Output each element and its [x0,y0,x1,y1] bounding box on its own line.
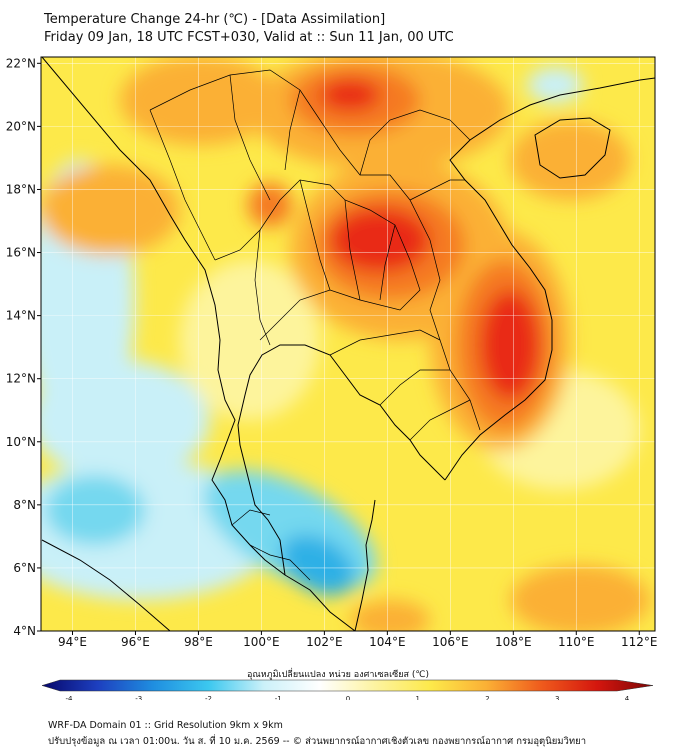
lat-tick-label: 14°N [6,309,36,323]
lat-tick-label: 18°N [6,182,36,196]
temperature-field [41,57,655,631]
border-line [379,224,396,301]
lat-tick-label: 22°N [6,56,36,70]
map-figure: 94°E 96°E 98°E 100°E 102°E 104°E 106°E 108°E 110… [6,56,658,700]
mainland-coastline [41,57,356,631]
longitude-axis: 94°E 96°E 98°E 100°E 102°E 104°E 106°E 108°E 110… [58,631,658,649]
colorbar: -4 -3 -2 -1 0 1 2 3 4 [41,679,654,700]
gulf-coast-west [237,344,446,576]
colorbar-bar [41,679,654,692]
border-line [149,69,481,431]
malaysia-east-coast [354,499,376,631]
border-line [231,509,271,526]
warm-area-hainan [510,120,630,200]
footer-credit: ปรับปรุงข้อมูล ณ เวลา 01:00น. วัน ส. ที่… [48,736,587,747]
gridlines [41,57,655,631]
border-line [149,109,216,261]
colorbar-tick-label: 1 [416,695,420,700]
latitude-axis: 22°N 20°N 18°N 16°N 14°N 12°N 10°N 8°N 6°N 4°N [6,56,41,638]
hottest-core-isan [330,208,430,272]
colorbar-title: อุณหภูมิเปลี่ยนแปลง หน่วย องศาเซลเซียส (… [246,670,430,680]
cool-patch-northeast [527,67,583,103]
warm-area-southeast [510,565,650,631]
colorbar-tick-label: 4 [625,695,630,700]
colorbar-tick-label: -2 [205,695,212,700]
colorbar-tick-label: 0 [346,695,350,700]
colorbar-tick-label: 3 [555,695,559,700]
lon-tick-label: 110°E [558,635,595,649]
hottest-core-vietnam [480,290,540,400]
map-title: Temperature Change 24-hr (℃) - [Data Ass… [44,12,386,27]
warm-area-north-west [120,57,280,145]
border-line [409,399,471,441]
cool-core-malay [281,534,355,596]
lon-tick-label: 106°E [432,635,469,649]
sumatra-coast [41,539,171,631]
lat-tick-label: 4°N [13,624,36,638]
border-line [254,229,271,346]
cool-patch-west [45,475,145,545]
vietnam-coast [444,77,655,481]
warm-area-south [350,600,430,631]
colorbar-tick-label: -3 [135,695,142,700]
lon-tick-label: 112°E [621,635,658,649]
lat-tick-label: 6°N [13,561,36,575]
hot-patch-north-thailand [248,183,292,227]
colorbar-ticks: -4 -3 -2 -1 0 1 2 3 4 [66,695,630,700]
border-line [299,179,331,291]
border-line [229,74,271,201]
border-line [284,89,301,171]
lon-tick-label: 98°E [184,635,213,649]
lon-tick-label: 100°E [243,635,280,649]
colorbar-tick-label: 2 [485,695,489,700]
lat-tick-label: 16°N [6,246,36,260]
map-subtitle: Friday 09 Jan, 18 UTC FCST+030, Valid at… [44,30,454,45]
lon-tick-label: 108°E [495,635,532,649]
border-line [249,544,311,581]
lat-tick-label: 8°N [13,498,36,512]
border-line [359,109,471,176]
province-borders [149,69,481,581]
lat-tick-label: 20°N [6,119,36,133]
warm-area-myanmar-west [41,165,180,255]
lat-tick-label: 10°N [6,435,36,449]
coastlines-borders [41,57,655,631]
colorbar-tick-label: -1 [275,695,282,700]
hainan-coast [534,117,611,179]
lon-tick-label: 94°E [58,635,87,649]
colorbar-tick-label: -4 [66,695,74,700]
mild-area-central [180,260,320,420]
hottest-core-north [320,79,380,111]
border-line [379,369,450,406]
lat-tick-label: 12°N [6,372,36,386]
border-line [329,329,441,356]
footer-model-info: WRF-DA Domain 01 :: Grid Resolution 9km … [48,720,283,731]
lon-tick-label: 102°E [306,635,343,649]
border-line [344,199,361,301]
lon-tick-label: 104°E [369,635,406,649]
cool-area-andaman [41,360,210,480]
lon-tick-label: 96°E [121,635,150,649]
plot-frame [40,56,656,632]
border-line [409,179,465,201]
